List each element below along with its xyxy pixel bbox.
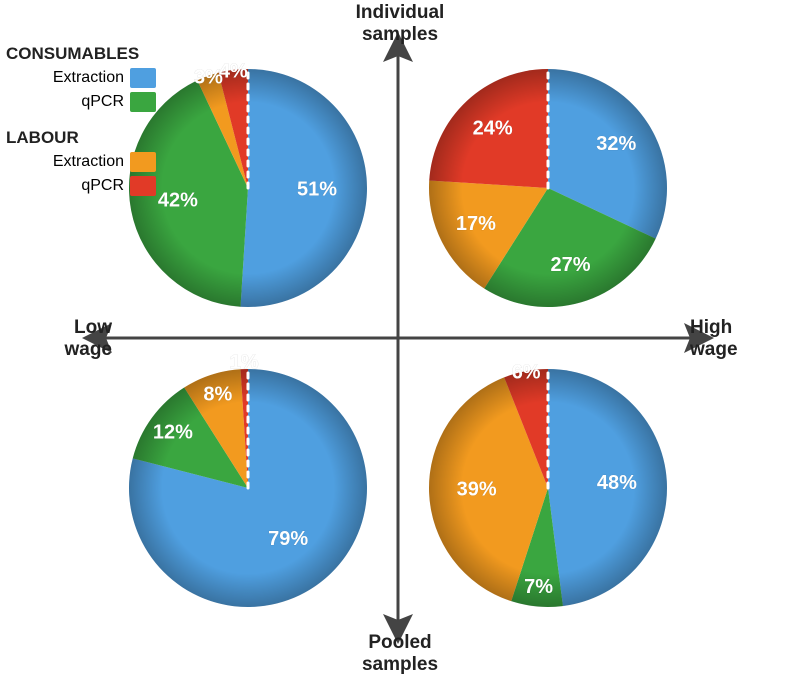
pie-slice-label: 8% bbox=[203, 383, 232, 405]
figure-stage: CONSUMABLES Extraction qPCR LABOUR Extra… bbox=[0, 0, 797, 677]
pie-bottom-right: 48% 7% 39% 6% bbox=[429, 362, 667, 607]
legend-label: Extraction bbox=[53, 153, 124, 171]
axis-label-line: samples bbox=[362, 654, 438, 675]
legend-heading-labour: LABOUR bbox=[6, 128, 156, 148]
pie-bottom-left: 79% 12% 8% 1% bbox=[129, 351, 367, 607]
legend-swatch-labour-extraction bbox=[130, 152, 156, 172]
axis-label-bottom: Pooled samples bbox=[335, 632, 465, 676]
axis-label-line: High bbox=[690, 317, 732, 338]
pie-slice-label: 27% bbox=[551, 254, 591, 276]
axis-label-line: Low bbox=[74, 317, 112, 338]
axis-label-left: Low wage bbox=[52, 317, 112, 361]
axis-label-line: Pooled bbox=[368, 632, 431, 653]
axis-label-right: High wage bbox=[690, 317, 750, 361]
pie-top-left: 51%42%3%4% bbox=[129, 61, 367, 307]
axis-label-line: samples bbox=[362, 24, 438, 45]
pie-slice-label: 12% bbox=[153, 422, 193, 444]
pie-slice-label: 1% bbox=[230, 351, 259, 373]
axis-label-line: Individual bbox=[356, 2, 445, 23]
pie-slice-label: 39% bbox=[457, 479, 497, 501]
legend-swatch-consumables-extraction bbox=[130, 68, 156, 88]
legend-swatch-consumables-qpcr bbox=[130, 92, 156, 112]
legend-label: Extraction bbox=[53, 69, 124, 87]
pie-slice-label: 48% bbox=[597, 472, 637, 494]
legend: CONSUMABLES Extraction qPCR LABOUR Extra… bbox=[6, 44, 156, 198]
legend-swatch-labour-qpcr bbox=[130, 176, 156, 196]
pie-slice-label: 32% bbox=[596, 133, 636, 155]
legend-row: qPCR bbox=[6, 174, 156, 198]
pie-slice-label: 6% bbox=[512, 362, 541, 384]
pie-slice-label: 7% bbox=[524, 576, 553, 598]
legend-row: qPCR bbox=[6, 90, 156, 114]
axis-label-line: wage bbox=[690, 339, 738, 360]
pie-top-right: 32% 27% 17% 24% bbox=[429, 69, 667, 307]
pie-slice-label: 4% bbox=[219, 61, 248, 83]
legend-label: qPCR bbox=[81, 93, 124, 111]
legend-label: qPCR bbox=[81, 177, 124, 195]
legend-heading-consumables: CONSUMABLES bbox=[6, 44, 156, 64]
pie-slice-label: 51% bbox=[297, 178, 337, 200]
axis-label-top: Individual samples bbox=[335, 2, 465, 46]
legend-row: Extraction bbox=[6, 66, 156, 90]
legend-row: Extraction bbox=[6, 150, 156, 174]
pie-slice-label: 17% bbox=[456, 213, 496, 235]
pie-slice-label: 79% bbox=[268, 528, 308, 550]
pie-slice-label: 42% bbox=[158, 190, 198, 212]
axis-label-line: wage bbox=[64, 339, 112, 360]
pie-slice-label: 24% bbox=[473, 117, 513, 139]
